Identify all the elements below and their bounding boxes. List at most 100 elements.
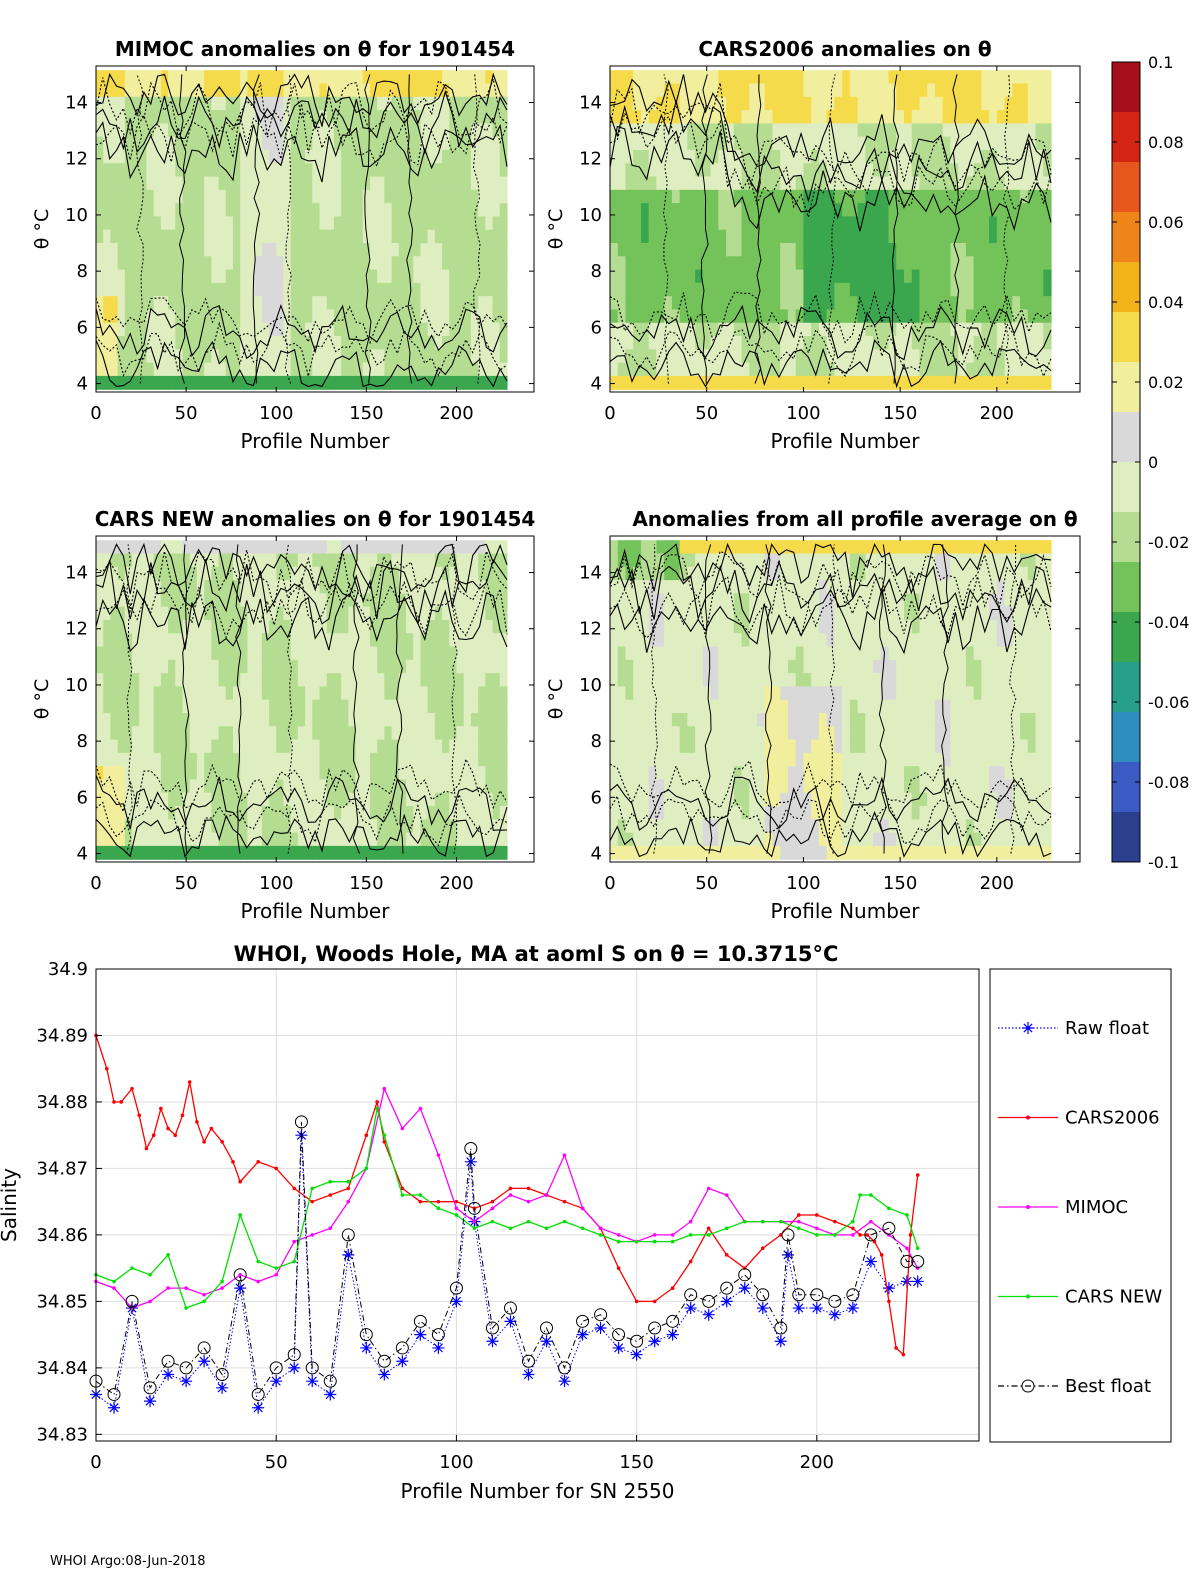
heatmap-cell — [749, 819, 758, 834]
heatmap-cell — [449, 712, 458, 727]
heatmap-cell — [427, 752, 436, 767]
heatmap-cell — [772, 375, 781, 390]
heatmap-cell — [218, 580, 227, 594]
heatmap-cell — [463, 163, 472, 178]
heatmap-cell — [772, 83, 781, 98]
heatmap-cell — [499, 646, 508, 661]
heatmap-cell — [1012, 216, 1021, 231]
heatmap-cell — [625, 633, 634, 648]
heatmap-cell — [702, 163, 712, 178]
heatmap-cell — [640, 739, 650, 754]
heatmap-cell — [857, 136, 866, 151]
heatmap-cell — [182, 349, 191, 364]
heatmap-cell — [640, 163, 650, 178]
heatmap-cell — [811, 362, 820, 377]
heatmap-cell — [261, 659, 270, 674]
heatmap-cell — [189, 256, 198, 271]
heatmap-cell — [640, 349, 650, 364]
heatmap-cell — [463, 766, 472, 781]
heatmap-cell — [896, 149, 905, 164]
heatmap-cell — [290, 149, 299, 164]
heatmap-cell — [492, 123, 501, 138]
heatmap-cell — [679, 110, 688, 124]
heatmap-cell — [818, 336, 828, 350]
heatmap-cell — [413, 845, 422, 860]
heatmap-cell — [456, 203, 465, 218]
heatmap-cell — [319, 189, 328, 204]
heatmap-cell — [687, 540, 696, 555]
heatmap-cell — [139, 606, 148, 621]
heatmap-cell — [772, 203, 781, 218]
heatmap-cell — [333, 779, 342, 794]
heatmap-cell — [478, 646, 486, 661]
heatmap-cell — [795, 699, 805, 714]
heatmap-cell — [341, 619, 349, 634]
heatmap-cell — [1027, 123, 1037, 138]
heatmap-cell — [687, 712, 696, 727]
heatmap-cell — [927, 96, 936, 111]
heatmap-cell — [749, 619, 758, 634]
heatmap-cell — [640, 726, 650, 741]
heatmap-cell — [958, 83, 967, 98]
heatmap-cell — [499, 375, 508, 390]
heatmap-cell — [989, 70, 998, 85]
heatmap-cell — [283, 779, 292, 794]
heatmap-cell — [434, 349, 443, 364]
heatmap-cell — [326, 752, 335, 767]
heatmap-cell — [369, 362, 378, 377]
heatmap-cell — [297, 712, 306, 727]
heatmap-cell — [204, 309, 212, 324]
heatmap-cell — [276, 203, 285, 218]
heatmap-cell — [319, 819, 328, 834]
heatmap-cell — [664, 659, 673, 674]
heatmap-cell — [989, 163, 998, 178]
heatmap-cell — [326, 163, 335, 178]
heatmap-cell — [795, 362, 805, 377]
heatmap-cell — [756, 96, 766, 111]
heatmap-cell — [492, 375, 501, 390]
heatmap-cell — [391, 646, 400, 661]
heatmap-cell — [442, 322, 450, 337]
heatmap-cell — [849, 349, 859, 364]
heatmap-cell — [695, 766, 704, 781]
heatmap-cell — [749, 845, 758, 860]
heatmap-cell — [449, 606, 458, 621]
heatmap-cell — [196, 673, 205, 688]
heatmap-cell — [989, 242, 998, 257]
heatmap-cell — [687, 322, 696, 337]
heatmap-cell — [865, 242, 874, 257]
heatmap-cell — [849, 96, 859, 111]
heatmap-cell — [478, 766, 486, 781]
heatmap-cell — [811, 176, 820, 191]
heatmap-cell — [1027, 349, 1037, 364]
heatmap-cell — [297, 673, 306, 688]
heatmap-cell — [420, 149, 429, 164]
heatmap-cell — [710, 176, 719, 191]
heatmap-cell — [950, 349, 959, 364]
heatmap-cell — [449, 83, 458, 98]
heatmap-cell — [204, 203, 212, 218]
heatmap-cell — [811, 336, 820, 350]
heatmap-cell — [456, 699, 465, 714]
heatmap-cell — [826, 739, 835, 754]
heatmap-cell — [196, 256, 205, 271]
heatmap-cell — [434, 362, 443, 377]
heatmap-cell — [369, 269, 378, 284]
heatmap-cell — [420, 269, 429, 284]
heatmap-cell — [648, 176, 658, 191]
heatmap-cell — [305, 282, 313, 297]
heatmap-cell — [617, 619, 627, 634]
heatmap-cell — [958, 70, 967, 85]
heatmap-cell — [780, 646, 789, 661]
heatmap-cell — [463, 336, 472, 350]
heatmap-cell — [211, 712, 220, 727]
heatmap-cell — [254, 163, 263, 178]
heatmap-cell — [333, 83, 342, 98]
heatmap-cell — [442, 819, 450, 834]
heatmap-cell — [434, 176, 443, 191]
heatmap-cell — [679, 553, 688, 568]
heatmap-cell — [341, 712, 349, 727]
heatmap-cell — [110, 375, 119, 390]
heatmap-cell — [485, 540, 494, 555]
